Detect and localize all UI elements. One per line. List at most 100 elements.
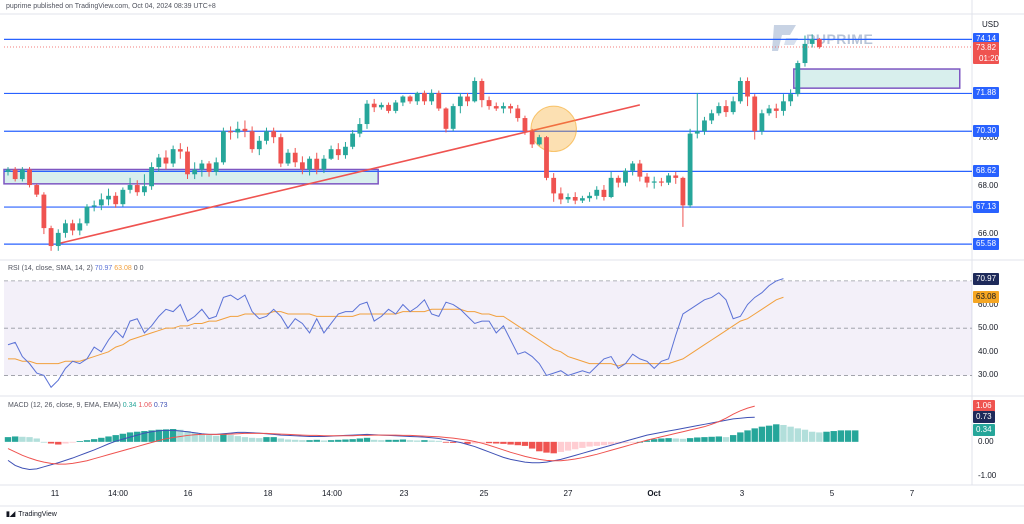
candle-body	[795, 63, 801, 95]
macd-hist-value-label: 0.34	[973, 424, 995, 437]
candle-body	[228, 131, 233, 133]
macd-histogram-bar	[564, 441, 572, 451]
candle-body	[594, 189, 600, 196]
currency-label[interactable]: USD	[982, 20, 999, 29]
rsi-legend-value: 70.97	[94, 265, 113, 272]
macd-histogram-bar	[313, 439, 320, 442]
candle-body	[587, 195, 592, 199]
candle-body	[199, 163, 205, 170]
macd-line-legend-value: 0.73	[153, 402, 168, 409]
price-axis-tick: 66.00	[978, 229, 999, 239]
macd-histogram-bar	[808, 431, 816, 442]
candle-body	[781, 101, 786, 111]
macd-histogram-bar	[421, 440, 428, 442]
highlight-circle	[530, 105, 577, 153]
candle-body	[213, 162, 219, 172]
candle-body	[271, 131, 277, 138]
macd-histogram-bar	[155, 429, 162, 442]
macd-histogram-bar	[528, 441, 536, 449]
macd-histogram-bar	[428, 440, 435, 442]
candle-body	[745, 80, 750, 97]
macd-histogram-bar	[112, 435, 119, 442]
candle-body	[680, 177, 686, 206]
candle-body	[77, 223, 83, 231]
candle-body	[816, 39, 822, 48]
macd-histogram-bar	[837, 430, 845, 442]
candle-body	[737, 80, 743, 102]
candle-body	[113, 195, 119, 205]
price-level-label: 67.13	[973, 201, 1000, 214]
candle-body	[91, 205, 97, 207]
price-level-label: 71.88	[973, 87, 1000, 100]
candle-body	[242, 128, 248, 132]
macd-histogram-bar	[852, 430, 859, 442]
macd-histogram-bar	[248, 437, 256, 442]
macd-histogram-bar	[11, 436, 19, 442]
macd-histogram-bar	[435, 440, 442, 442]
macd-histogram-bar	[177, 429, 184, 442]
macd-histogram-bar	[478, 441, 486, 444]
macd-histogram-bar	[607, 441, 615, 445]
candle-body	[551, 177, 557, 194]
macd-histogram-bar	[148, 430, 155, 442]
macd-histogram-bar	[758, 426, 766, 442]
countdown-label: 01:20:01	[979, 54, 1011, 63]
candle-body	[414, 92, 420, 102]
candle-body	[565, 197, 571, 200]
macd-histogram-bar	[722, 437, 730, 442]
candle-body	[328, 149, 334, 159]
candle-body	[371, 103, 377, 108]
candle-body	[249, 131, 255, 150]
macd-histogram-bar	[643, 440, 651, 442]
candle-body	[802, 43, 808, 64]
candle-body	[63, 223, 68, 233]
candle-body	[221, 131, 226, 163]
tradingview-logo[interactable]: ▮◢ TradingView	[6, 510, 57, 518]
candle-body	[185, 151, 190, 175]
candle-body	[41, 194, 47, 229]
candle-body	[5, 169, 11, 172]
candle-body	[637, 163, 643, 177]
macd-legend-title: MACD (12, 26, close, 9, EMA, EMA)	[8, 402, 121, 409]
candle-body	[666, 175, 671, 183]
candle-body	[34, 185, 40, 195]
candle-body	[493, 106, 499, 109]
price-axis-tick: 68.00	[978, 181, 999, 191]
macd-histogram-bar	[284, 439, 292, 442]
candle-body	[773, 108, 779, 111]
candle-body	[120, 189, 126, 205]
candle-body	[702, 120, 707, 132]
macd-histogram-bar	[191, 432, 198, 442]
macd-histogram-bar	[306, 440, 313, 442]
rsi-legend-extra-2: 0	[139, 265, 144, 272]
candle-body	[12, 169, 18, 180]
candle-body	[788, 94, 794, 102]
candle-body	[192, 169, 198, 175]
macd-histogram-bar	[234, 436, 241, 442]
candle-body	[766, 108, 772, 114]
tradingview-label: TradingView	[18, 511, 57, 518]
macd-histogram-bar	[141, 431, 148, 442]
macd-histogram-bar	[263, 437, 270, 442]
time-axis-tick: 23	[399, 489, 409, 498]
macd-histogram-bar	[342, 439, 349, 442]
candle-body	[156, 157, 162, 168]
macd-histogram-bar	[277, 438, 285, 442]
macd-histogram-bar	[356, 438, 364, 442]
candle-body	[472, 80, 478, 102]
macd-histogram-bar	[169, 429, 177, 442]
price-axis-tick: 70.00	[978, 133, 999, 143]
time-axis-tick: 3	[739, 489, 745, 498]
candle-body	[292, 152, 298, 163]
candle-body	[508, 106, 513, 109]
candle-body	[393, 102, 399, 111]
macd-legend: MACD (12, 26, close, 9, EMA, EMA) 0.34 1…	[8, 402, 168, 409]
macd-histogram-bar	[83, 440, 91, 442]
macd-histogram-bar	[335, 439, 342, 442]
rsi-line	[7, 278, 784, 389]
rsi-ma-value-label: 63.08	[973, 291, 1000, 304]
candle-body	[142, 186, 147, 193]
candle-body	[19, 169, 25, 180]
macd-histogram-bar	[370, 439, 378, 442]
candle-body	[687, 133, 693, 206]
